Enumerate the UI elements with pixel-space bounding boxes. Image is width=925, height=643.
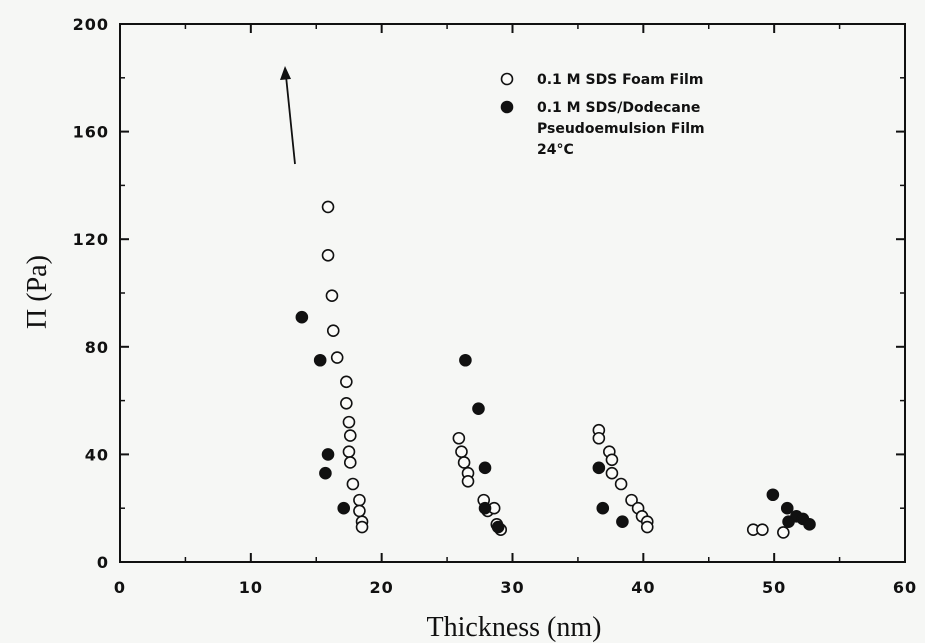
x-axis-title: Thickness (nm) (427, 612, 602, 643)
arrow-head (280, 66, 291, 80)
x-tick-label: 30 (500, 578, 524, 597)
open-data-point (777, 526, 790, 539)
open-data-point (605, 466, 619, 480)
open-data-point (340, 375, 353, 389)
annotation-arrow (280, 66, 296, 165)
open-data-point (605, 453, 619, 467)
legend-label-foam: 0.1 M SDS Foam Film (537, 72, 703, 88)
open-data-point (592, 431, 606, 445)
legend-label-line: 0.1 M SDS/Dodecane (537, 100, 700, 116)
filled-data-point (596, 501, 610, 515)
open-data-point (614, 477, 628, 491)
data-points (295, 200, 816, 539)
legend-marker-filled (500, 100, 514, 114)
open-data-point (452, 431, 466, 445)
open-data-point (321, 200, 335, 214)
legend: 0.1 M SDS Foam Film 0.1 M SDS/Dodecane Pse… (500, 72, 705, 158)
y-tick-label: 160 (73, 123, 109, 142)
filled-data-point (478, 461, 492, 475)
x-tick-label: 10 (239, 578, 263, 597)
open-data-point (756, 523, 769, 537)
open-data-point (457, 456, 471, 469)
open-data-point (625, 493, 638, 507)
y-tick-label: 120 (73, 230, 109, 249)
x-tick-label: 20 (370, 578, 394, 597)
y-tick-label: 0 (97, 553, 109, 572)
x-tick-label: 60 (893, 578, 917, 597)
open-data-point (340, 396, 353, 410)
y-tick-label: 80 (85, 338, 109, 357)
filled-data-point (803, 518, 816, 531)
filled-data-point (766, 488, 780, 502)
filled-data-point (780, 501, 794, 515)
open-data-point (342, 445, 356, 459)
filled-data-point (472, 402, 485, 415)
temperature-annotation: 24°C (537, 142, 574, 158)
x-tick-label: 50 (762, 578, 786, 597)
legend-marker-open (500, 72, 514, 86)
open-data-point (355, 520, 369, 534)
filled-data-point (592, 461, 606, 475)
open-data-point (455, 445, 468, 459)
filled-data-point (337, 501, 351, 515)
filled-data-point (478, 501, 492, 515)
open-data-point (343, 429, 357, 442)
open-data-point (640, 520, 654, 534)
y-tick-label: 40 (85, 445, 109, 464)
x-tick-label: 40 (631, 578, 655, 597)
filled-data-point (319, 466, 332, 480)
x-tick-label: 0 (114, 578, 126, 597)
open-data-point (461, 474, 475, 488)
axis-ticks: 0 10 20 30 40 50 60 0 40 80 120 160 200 (73, 15, 917, 597)
filled-data-point (491, 520, 505, 534)
legend-label-pseudoemulsion: 0.1 M SDS/Dodecane Pseudoemulsion Film (537, 100, 705, 137)
open-data-point (330, 351, 344, 364)
filled-data-point (295, 310, 309, 324)
open-data-point (353, 504, 366, 518)
filled-data-point (321, 448, 335, 461)
open-data-point (321, 249, 335, 262)
filled-data-point (459, 353, 472, 367)
filled-data-point (313, 353, 327, 367)
open-data-point (325, 289, 339, 302)
y-tick-label: 200 (73, 15, 109, 34)
filled-data-point (616, 515, 629, 528)
legend-label-line: Pseudoemulsion Film (537, 121, 705, 137)
open-data-point (343, 456, 357, 469)
arrow-shaft (285, 75, 296, 165)
open-data-point (326, 324, 340, 337)
y-axis-title: Π (Pa) (22, 255, 53, 329)
open-data-point (346, 477, 360, 491)
open-data-point (353, 493, 366, 507)
open-data-point (342, 415, 356, 429)
